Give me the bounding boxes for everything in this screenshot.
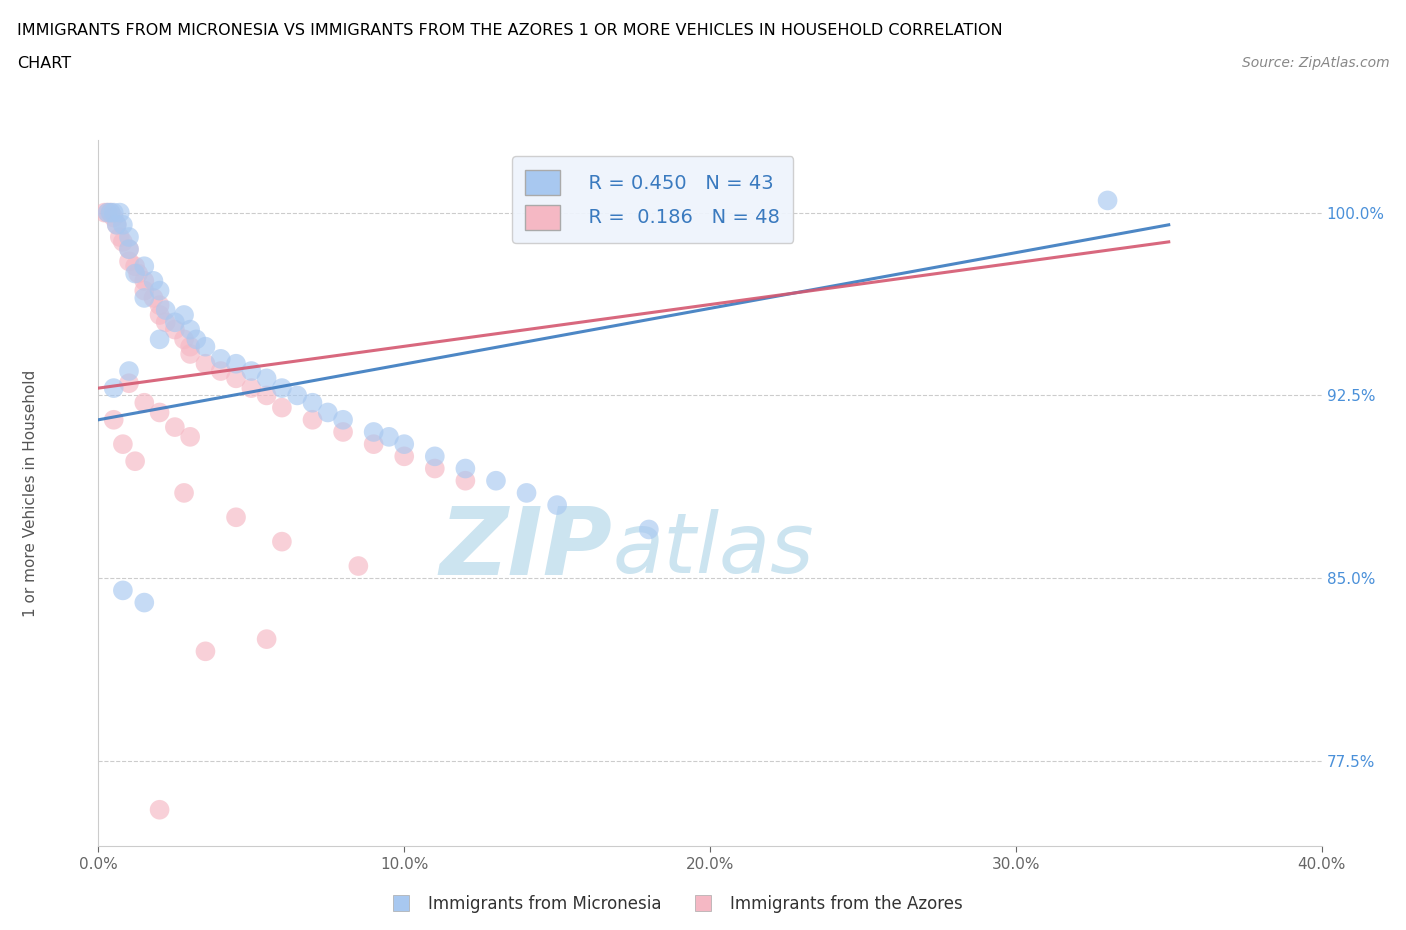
- Point: [134, 273, 156, 288]
- Point: [163, 315, 186, 330]
- Text: CHART: CHART: [17, 56, 70, 71]
- Point: [124, 259, 146, 273]
- Point: [186, 332, 208, 347]
- Point: [149, 405, 172, 420]
- Point: [118, 242, 141, 257]
- Point: [100, 206, 122, 220]
- Point: [301, 412, 323, 427]
- Text: 1 or more Vehicles in Household: 1 or more Vehicles in Household: [24, 369, 38, 617]
- Point: [105, 218, 128, 232]
- Point: [149, 308, 172, 323]
- Point: [516, 485, 538, 500]
- Point: [332, 412, 354, 427]
- Point: [134, 283, 156, 298]
- Point: [111, 437, 134, 452]
- Point: [546, 498, 568, 512]
- Point: [485, 473, 508, 488]
- Point: [270, 380, 294, 395]
- Point: [163, 322, 186, 337]
- Point: [118, 364, 141, 379]
- Point: [194, 644, 217, 658]
- Legend: Immigrants from Micronesia, Immigrants from the Azores: Immigrants from Micronesia, Immigrants f…: [378, 888, 969, 919]
- Point: [270, 400, 294, 415]
- Text: ZIP: ZIP: [439, 503, 612, 595]
- Point: [378, 430, 401, 445]
- Point: [142, 290, 165, 305]
- Point: [149, 283, 172, 298]
- Point: [209, 364, 232, 379]
- Point: [332, 424, 354, 439]
- Point: [225, 510, 247, 525]
- Point: [124, 266, 146, 281]
- Point: [240, 364, 263, 379]
- Point: [111, 218, 134, 232]
- Point: [118, 242, 141, 257]
- Point: [173, 485, 195, 500]
- Point: [97, 206, 120, 220]
- Point: [111, 583, 134, 598]
- Point: [347, 559, 370, 574]
- Point: [179, 339, 201, 354]
- Point: [454, 473, 477, 488]
- Point: [301, 395, 323, 410]
- Point: [118, 254, 141, 269]
- Point: [103, 210, 125, 225]
- Point: [124, 454, 146, 469]
- Point: [194, 356, 217, 371]
- Point: [103, 380, 125, 395]
- Point: [270, 534, 294, 549]
- Point: [285, 388, 308, 403]
- Point: [103, 206, 125, 220]
- Point: [155, 302, 177, 317]
- Point: [118, 230, 141, 245]
- Point: [149, 298, 172, 312]
- Point: [108, 230, 131, 245]
- Point: [194, 339, 217, 354]
- Point: [637, 522, 661, 537]
- Point: [179, 430, 201, 445]
- Point: [149, 332, 172, 347]
- Point: [392, 449, 416, 464]
- Point: [363, 424, 385, 439]
- Point: [179, 347, 201, 362]
- Point: [173, 332, 195, 347]
- Point: [423, 461, 446, 476]
- Point: [392, 437, 416, 452]
- Point: [97, 206, 120, 220]
- Point: [103, 412, 125, 427]
- Point: [1097, 193, 1119, 208]
- Text: atlas: atlas: [612, 509, 814, 590]
- Text: IMMIGRANTS FROM MICRONESIA VS IMMIGRANTS FROM THE AZORES 1 OR MORE VEHICLES IN H: IMMIGRANTS FROM MICRONESIA VS IMMIGRANTS…: [17, 23, 1002, 38]
- Point: [111, 234, 134, 249]
- Point: [134, 259, 156, 273]
- Point: [256, 371, 278, 386]
- Point: [163, 419, 186, 434]
- Point: [149, 803, 172, 817]
- Point: [127, 266, 149, 281]
- Point: [363, 437, 385, 452]
- Point: [142, 273, 165, 288]
- Point: [100, 206, 122, 220]
- Point: [118, 376, 141, 391]
- Point: [134, 290, 156, 305]
- Point: [256, 631, 278, 646]
- Point: [179, 322, 201, 337]
- Text: Source: ZipAtlas.com: Source: ZipAtlas.com: [1241, 56, 1389, 70]
- Point: [240, 380, 263, 395]
- Point: [93, 206, 115, 220]
- Point: [155, 315, 177, 330]
- Point: [105, 218, 128, 232]
- Point: [225, 371, 247, 386]
- Point: [454, 461, 477, 476]
- Point: [256, 388, 278, 403]
- Point: [423, 449, 446, 464]
- Point: [316, 405, 339, 420]
- Point: [225, 356, 247, 371]
- Point: [134, 395, 156, 410]
- Point: [108, 206, 131, 220]
- Point: [209, 352, 232, 366]
- Point: [134, 595, 156, 610]
- Point: [173, 308, 195, 323]
